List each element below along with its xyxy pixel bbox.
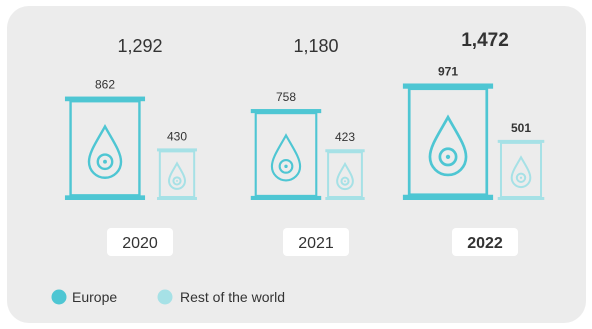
rest-of-world-value-label: 430 [167, 129, 187, 143]
europe-value-label: 971 [438, 64, 458, 78]
rest-of-world-barrel [497, 139, 545, 200]
year-label: 2022 [467, 235, 503, 252]
chart-card [7, 6, 586, 323]
total-value-label: 1,180 [293, 36, 338, 56]
legend-swatch-europe [51, 289, 67, 305]
europe-value-label: 862 [95, 78, 115, 92]
legend-label-rest-of-world: Rest of the world [180, 289, 285, 305]
europe-barrel [250, 109, 322, 200]
europe-barrel [402, 83, 494, 200]
year-pill [283, 228, 349, 256]
rest-of-world-value-label: 423 [335, 130, 355, 144]
legend-swatch-rest-of-world [157, 289, 173, 305]
rest-of-world-barrel [325, 149, 365, 200]
year-pill [452, 228, 518, 256]
rest-of-world-value-label: 501 [511, 121, 531, 135]
year-label: 2021 [298, 235, 334, 252]
total-value-label: 1,472 [461, 30, 509, 51]
year-label: 2020 [122, 235, 158, 252]
year-pill [107, 228, 173, 256]
europe-barrel [64, 96, 146, 200]
rest-of-world-barrel [157, 148, 197, 200]
europe-value-label: 758 [276, 90, 296, 104]
total-value-label: 1,292 [117, 36, 162, 56]
legend-label-europe: Europe [72, 289, 117, 305]
